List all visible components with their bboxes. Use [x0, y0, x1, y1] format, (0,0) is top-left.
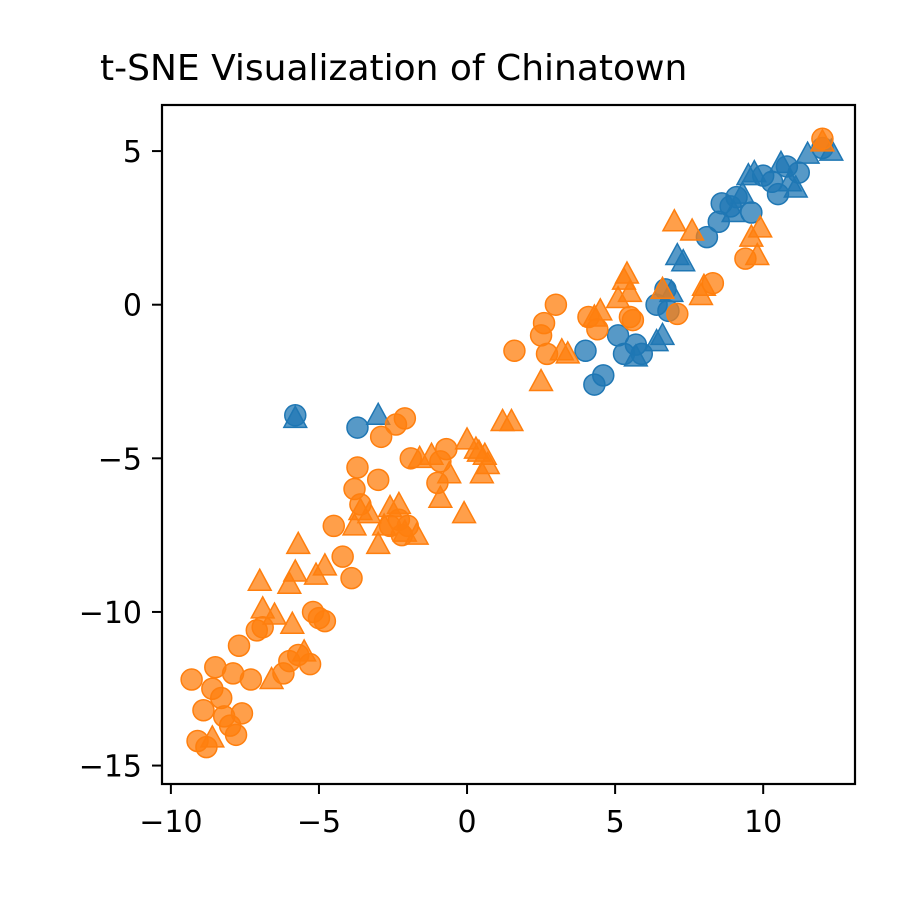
data-point-orange-circle — [227, 634, 251, 657]
data-point-blue-triangle — [623, 343, 649, 367]
data-point-orange-triangle — [679, 217, 705, 241]
data-point-orange-triangle — [617, 278, 643, 303]
x-tick-label: 10 — [744, 805, 782, 840]
points-layer — [180, 127, 844, 759]
data-point-orange-circle — [393, 407, 417, 430]
x-axis: −10 −5 0 5 10 — [139, 784, 782, 840]
data-point-blue-circle — [574, 339, 597, 363]
data-point-orange-triangle — [258, 665, 285, 690]
data-point-blue-triangle — [365, 401, 391, 426]
data-point-orange-triangle — [261, 601, 288, 625]
data-point-blue-triangle — [649, 321, 676, 346]
data-point-orange-circle — [340, 566, 363, 590]
data-point-orange-triangle — [312, 552, 338, 576]
x-tick-label: 5 — [606, 805, 625, 840]
data-point-orange-triangle — [747, 214, 773, 238]
data-point-orange-circle — [366, 468, 390, 492]
data-point-orange-triangle — [744, 241, 770, 266]
data-point-orange-triangle — [250, 595, 276, 619]
data-point-orange-triangle — [475, 450, 501, 475]
data-point-orange-circle — [239, 668, 263, 691]
data-point-blue-triangle — [794, 140, 821, 164]
data-point-orange-circle — [192, 699, 215, 722]
data-point-orange-circle — [322, 514, 346, 538]
data-point-orange-triangle — [528, 367, 554, 392]
data-point-blue-triangle — [282, 404, 308, 429]
y-tick-label: −5 — [98, 442, 142, 477]
data-point-orange-triangle — [356, 500, 382, 524]
data-point-blue-triangle — [783, 174, 809, 198]
data-point-orange-circle — [532, 311, 556, 335]
x-tick-label: −5 — [297, 805, 341, 840]
data-point-orange-triangle — [282, 558, 308, 582]
data-point-blue-circle — [592, 364, 615, 387]
data-point-orange-circle — [346, 456, 369, 479]
data-point-orange-triangle — [371, 512, 397, 536]
data-point-orange-circle — [230, 702, 254, 725]
data-point-blue-triangle — [729, 180, 756, 204]
y-tick-label: −15 — [79, 750, 142, 785]
chart-title: t-SNE Visualization of Chinatown — [100, 48, 687, 89]
data-point-orange-triangle — [247, 567, 273, 591]
data-point-orange-circle — [331, 545, 354, 568]
data-point-orange-circle — [369, 425, 393, 449]
data-point-orange-circle — [666, 302, 689, 326]
data-point-orange-triangle — [555, 340, 581, 364]
data-point-orange-triangle — [498, 407, 525, 432]
data-point-orange-triangle — [404, 521, 430, 545]
data-point-orange-triangle — [365, 530, 391, 555]
data-point-orange-triangle — [427, 484, 454, 509]
data-point-orange-triangle — [418, 441, 445, 466]
data-point-orange-circle — [209, 686, 233, 710]
data-point-orange-circle — [503, 339, 526, 363]
x-tick-label: −10 — [139, 805, 202, 840]
data-point-orange-triangle — [451, 500, 477, 524]
x-tick-label: 0 — [457, 805, 476, 840]
data-point-orange-circle — [313, 609, 337, 633]
data-point-orange-triangle — [279, 610, 305, 634]
data-point-orange-triangle — [386, 490, 412, 515]
data-point-orange-triangle — [276, 570, 303, 595]
data-point-orange-triangle — [649, 275, 676, 300]
data-point-blue-triangle — [720, 198, 747, 223]
data-point-blue-circle — [346, 416, 369, 439]
data-point-orange-triangle — [587, 297, 613, 321]
y-tick-label: −10 — [79, 596, 142, 631]
data-point-orange-triangle — [691, 272, 717, 297]
data-point-orange-triangle — [436, 460, 462, 484]
data-point-orange-circle — [224, 723, 248, 747]
y-tick-label: 5 — [123, 135, 142, 170]
data-point-orange-circle — [544, 293, 568, 316]
data-point-orange-circle — [621, 308, 645, 332]
data-point-orange-triangle — [341, 512, 368, 536]
data-point-orange-triangle — [291, 638, 317, 662]
data-point-blue-triangle — [670, 248, 696, 272]
data-point-orange-triangle — [199, 724, 226, 748]
data-point-orange-triangle — [661, 208, 688, 232]
data-point-orange-triangle — [285, 530, 311, 555]
data-point-orange-triangle — [614, 260, 640, 284]
data-point-orange-circle — [180, 668, 203, 691]
data-point-blue-triangle — [768, 149, 794, 174]
y-tick-label: 0 — [123, 289, 142, 324]
y-axis: −15 −10 −5 0 5 — [79, 135, 162, 785]
data-point-orange-triangle — [809, 128, 836, 152]
data-point-blue-triangle — [741, 159, 767, 183]
plot-frame — [160, 103, 857, 786]
